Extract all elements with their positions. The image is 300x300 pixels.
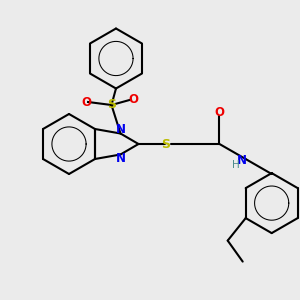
- Text: N: N: [116, 152, 125, 165]
- Text: O: O: [128, 93, 138, 106]
- Text: S: S: [107, 98, 116, 112]
- Text: N: N: [237, 154, 247, 167]
- Text: H: H: [232, 160, 240, 170]
- Text: O: O: [81, 95, 91, 109]
- Text: S: S: [161, 137, 170, 151]
- Text: O: O: [214, 106, 224, 119]
- Text: N: N: [116, 123, 125, 136]
